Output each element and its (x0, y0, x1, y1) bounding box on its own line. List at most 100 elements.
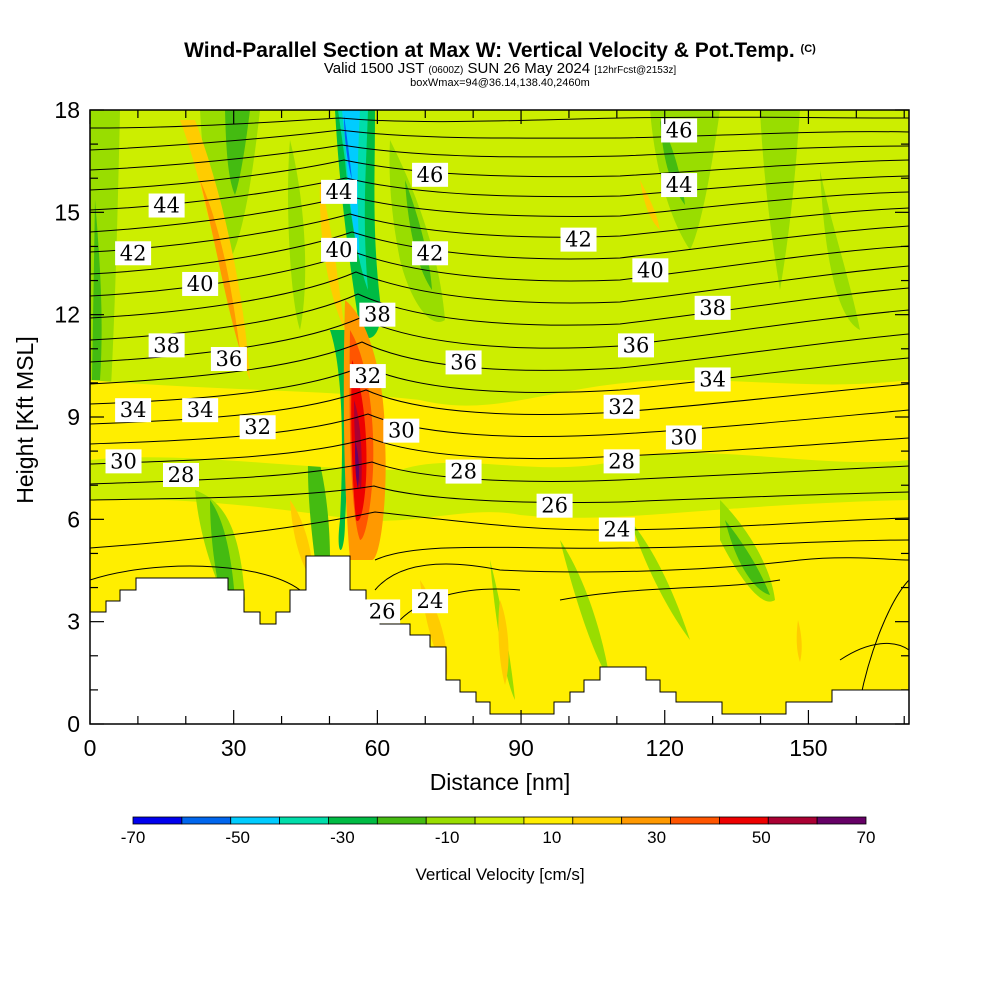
theta-contour-label: 24 (412, 589, 449, 614)
contour-label-text: 28 (450, 460, 477, 484)
contour-label-bg (359, 302, 396, 327)
x-tick-label: 60 (365, 735, 391, 761)
valid-date: SUN 26 May 2024 (467, 60, 591, 77)
theta-contour (90, 144, 909, 171)
colorbar-swatch (816, 816, 867, 825)
colorbar-swatch (474, 816, 525, 825)
contour-label-bg (598, 517, 635, 542)
theta-contour-label: 38 (148, 333, 185, 358)
theta-contour-label: 34 (115, 398, 152, 423)
theta-contour (90, 437, 909, 465)
box-wmax-info: boxWmax=94@36.14,138.40,2460m (410, 77, 590, 89)
y-tick-label: 6 (67, 506, 80, 532)
colorbar-swatch (767, 816, 818, 825)
contour-label-bg (115, 241, 152, 266)
colorbar-swatch (279, 816, 329, 825)
colorbar-swatch (670, 816, 720, 825)
contour-label-text: 24 (603, 518, 630, 542)
y-tick-label: 12 (54, 302, 80, 328)
theta-contour (90, 461, 909, 485)
contour-label-bg (665, 425, 702, 450)
colorbar-swatch (230, 816, 281, 825)
contour-label-text: 36 (623, 333, 650, 357)
y-tick-label: 3 (67, 609, 80, 635)
theta-contour-label: 28 (603, 449, 640, 474)
contour-label-text: 34 (120, 398, 147, 422)
contour-label-bg (661, 173, 698, 198)
vertical-velocity-field (90, 110, 909, 724)
contour-label-text: 40 (637, 258, 664, 282)
theta-contour-label: 40 (321, 237, 358, 262)
theta-contour (90, 539, 909, 591)
orange-spot-3 (498, 600, 509, 685)
contour-label-text: 38 (699, 296, 726, 320)
x-axis-title: Distance [nm] (430, 769, 571, 795)
theta-contour-label: 46 (661, 118, 698, 143)
colorbar-tick-label: 10 (542, 828, 561, 847)
theta-contour (90, 129, 909, 151)
forecast-info: [12hrFcst@2153z] (594, 65, 677, 76)
theta-contour-label: 30 (665, 425, 702, 450)
chart-title-text: Wind-Parallel Section at Max W: Vertical… (184, 39, 795, 62)
contour-label-text: 46 (666, 118, 693, 142)
colorbar-swatch (719, 816, 769, 825)
contour-label-bg (182, 271, 219, 296)
colorbar-tick-label: -30 (330, 828, 355, 847)
contour-label-bg (536, 493, 573, 518)
contour-label-text: 46 (417, 163, 444, 187)
colorbar-tick-label: 30 (647, 828, 666, 847)
chart-title: Wind-Parallel Section at Max W: Vertical… (0, 37, 1000, 63)
contour-label-bg (412, 589, 449, 614)
contour-label-text: 38 (153, 333, 180, 357)
contour-label-text: 34 (187, 398, 214, 422)
contour-label-bg (239, 415, 276, 440)
theta-contour-label: 44 (148, 193, 185, 218)
y-tick-label: 9 (67, 404, 80, 430)
theta-contour-label: 42 (560, 227, 597, 252)
green-band-9b (210, 500, 235, 600)
theta-contour (90, 357, 909, 405)
contour-label-text: 26 (541, 494, 568, 518)
contour-label-text: 38 (364, 303, 391, 327)
copyright-mark: (C) (800, 43, 816, 55)
contour-label-text: 26 (369, 599, 396, 623)
contour-label-text: 42 (565, 228, 592, 252)
contour-label-bg (364, 599, 401, 624)
theta-contour-label: 38 (359, 302, 396, 327)
contour-label-bg (618, 333, 654, 358)
colorbar-swatch (181, 816, 232, 825)
valid-utc: (0600Z) (428, 65, 464, 76)
theta-contour (839, 642, 909, 661)
contour-label-text: 36 (216, 347, 243, 371)
contour-label-bg (445, 459, 482, 484)
theta-contour (90, 511, 909, 549)
green-band-13 (630, 520, 690, 640)
colorbar-tick-labels: -70 -50 -30 -10 10 30 50 70 (121, 828, 876, 847)
theta-contour-label: 46 (412, 162, 449, 187)
x-tick-label: 90 (508, 735, 534, 761)
theta-contour-label: 34 (694, 367, 731, 392)
contour-label-bg (694, 367, 731, 392)
y-tick-label: 18 (54, 97, 80, 123)
orange-spot-4 (796, 620, 802, 662)
contour-label-text: 44 (153, 194, 180, 218)
y-tick-label: 0 (67, 711, 80, 737)
contour-label-bg (412, 162, 449, 187)
contour-label-text: 40 (187, 272, 214, 296)
contour-label-bg (445, 350, 482, 375)
theta-contour (90, 245, 909, 297)
theta-contour-label: 42 (412, 241, 449, 266)
theta-contour-label: 40 (182, 271, 219, 296)
y-axis-title: Height [Kft MSL] (12, 336, 38, 503)
contour-label-text: 28 (608, 449, 635, 473)
contour-label-bg (105, 449, 142, 474)
contour-label-bg (182, 398, 219, 423)
colorbar-title: Vertical Velocity [cm/s] (415, 865, 584, 884)
downdraft-lower (330, 330, 349, 550)
colorbar-swatch (523, 816, 574, 825)
colorbar-tick-label: 50 (752, 828, 771, 847)
contour-label-bg (321, 179, 358, 204)
contour-label-bg (115, 398, 152, 423)
x-tick-label: 120 (646, 735, 684, 761)
